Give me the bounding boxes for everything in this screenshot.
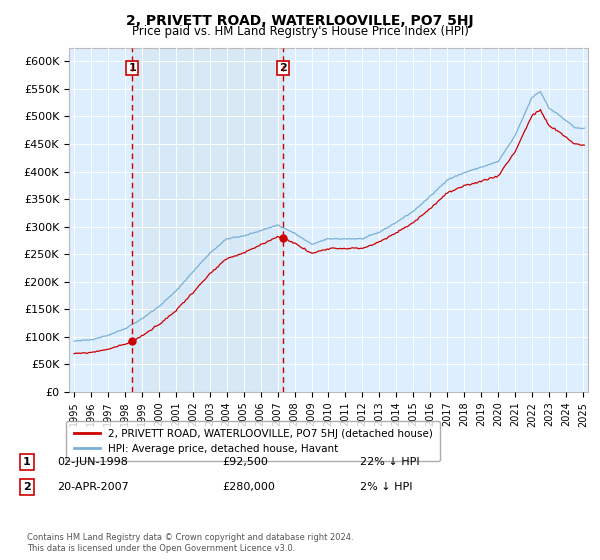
Text: 2% ↓ HPI: 2% ↓ HPI [360,482,413,492]
Text: Contains HM Land Registry data © Crown copyright and database right 2024.
This d: Contains HM Land Registry data © Crown c… [27,533,353,553]
Text: 1: 1 [128,63,136,73]
Text: 20-APR-2007: 20-APR-2007 [57,482,129,492]
Text: 22% ↓ HPI: 22% ↓ HPI [360,457,419,467]
Text: 2: 2 [23,482,31,492]
Legend: 2, PRIVETT ROAD, WATERLOOVILLE, PO7 5HJ (detached house), HPI: Average price, de: 2, PRIVETT ROAD, WATERLOOVILLE, PO7 5HJ … [67,421,440,461]
Text: 02-JUN-1998: 02-JUN-1998 [57,457,128,467]
Bar [132,48,283,392]
Text: 1: 1 [23,457,31,467]
Text: 2: 2 [279,63,287,73]
Text: Price paid vs. HM Land Registry's House Price Index (HPI): Price paid vs. HM Land Registry's House … [131,25,469,38]
Text: 2, PRIVETT ROAD, WATERLOOVILLE, PO7 5HJ: 2, PRIVETT ROAD, WATERLOOVILLE, PO7 5HJ [126,14,474,28]
Text: £280,000: £280,000 [222,482,275,492]
Text: £92,500: £92,500 [222,457,268,467]
